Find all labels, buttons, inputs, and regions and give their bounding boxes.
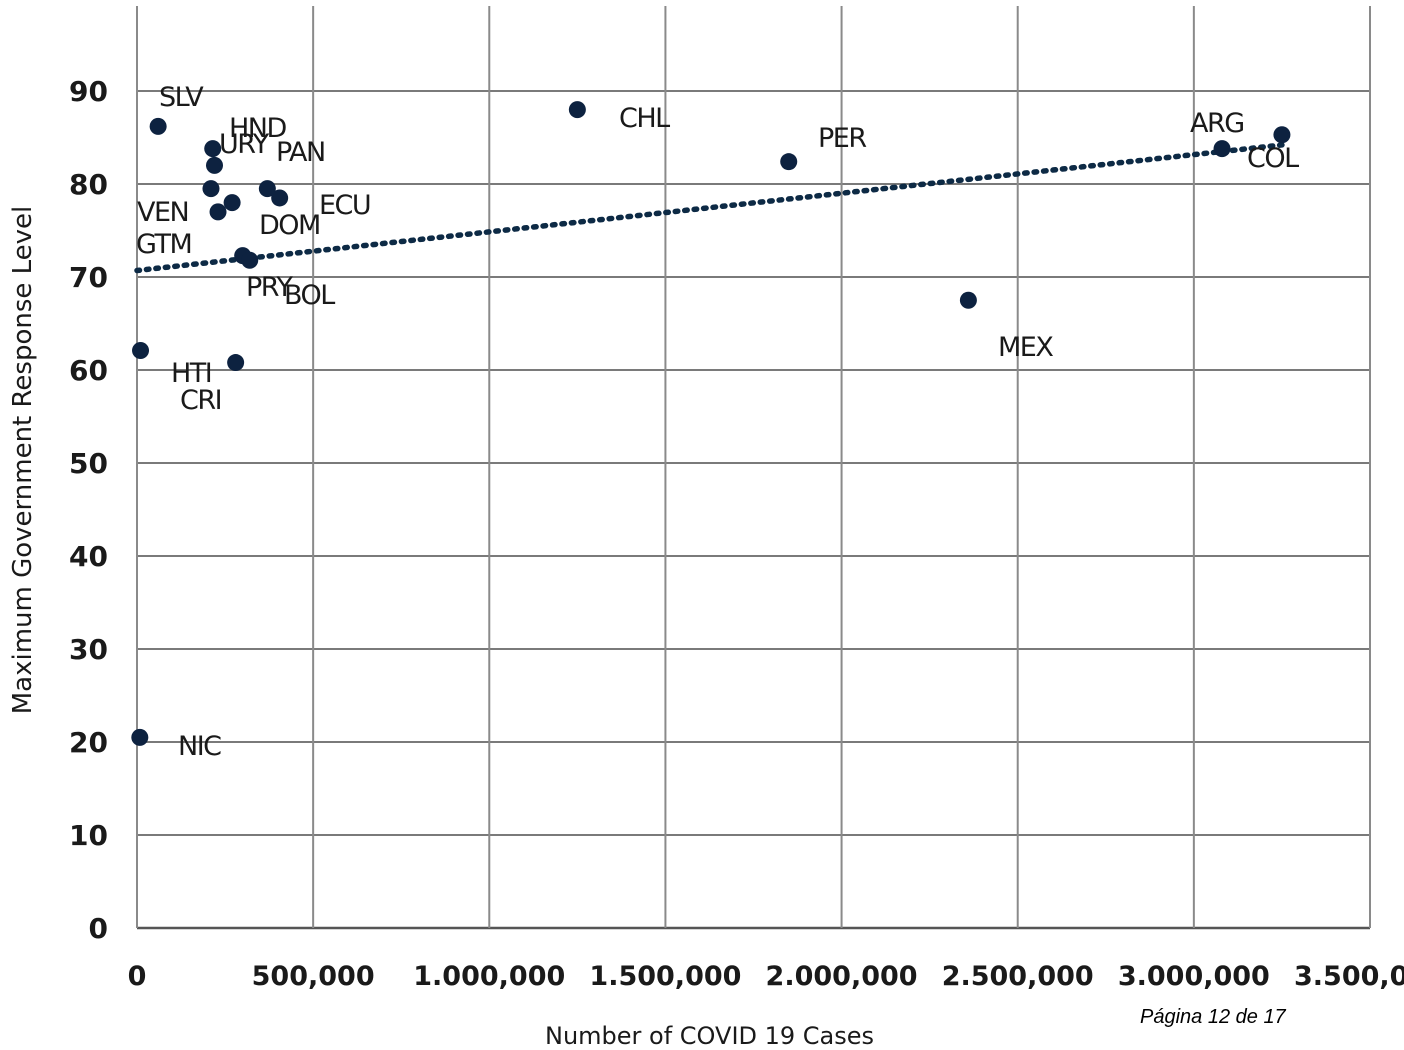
data-point-col (1273, 126, 1291, 144)
x-tick-label: 1.000,000 (413, 961, 565, 992)
point-label-hti: HTI (171, 358, 211, 389)
point-label-dom: DOM (259, 210, 320, 241)
x-tick-label: 2.500,000 (942, 961, 1094, 992)
point-label-arg: ARG (1190, 108, 1244, 139)
x-tick-label: 2.000,000 (766, 961, 918, 992)
point-label-ven: VEN (137, 197, 188, 228)
y-tick-label: 60 (69, 354, 108, 387)
data-points (131, 101, 1291, 746)
y-tick-label: 0 (89, 912, 108, 945)
point-label-ecu: ECU (319, 190, 370, 221)
y-tick-label: 10 (69, 819, 108, 852)
data-point-ecu (271, 189, 289, 207)
point-label-per: PER (818, 123, 866, 154)
data-point-gtm (209, 203, 227, 221)
x-tick-label: 3.000,000 (1118, 961, 1270, 992)
point-label-mex: MEX (998, 332, 1053, 363)
grid-lines (136, 6, 1371, 930)
trendline (134, 142, 1285, 274)
y-tick-label: 50 (69, 447, 108, 480)
data-point-chl (568, 101, 586, 119)
y-tick-label: 40 (69, 540, 108, 573)
data-point-ury (206, 156, 224, 174)
data-point-slv (149, 117, 167, 135)
x-tick-label: 0 (128, 961, 147, 992)
data-point-cri (227, 354, 245, 372)
data-point-pan (258, 180, 276, 198)
y-tick-label: 30 (69, 633, 108, 666)
data-point-hnd (204, 140, 222, 158)
x-tick-label: 1.500,000 (589, 961, 741, 992)
point-label-pry: PRY (246, 272, 293, 303)
data-point-hti (132, 341, 150, 359)
data-point-bol (241, 251, 259, 269)
point-label-bol: BOL (284, 280, 335, 311)
data-point-dom (223, 194, 241, 212)
x-axis-title: Number of COVID 19 Cases (545, 1022, 875, 1050)
x-tick-label: 500,000 (252, 961, 375, 992)
x-tick-label: 3.500,000 (1294, 961, 1404, 992)
page-number: Página 12 de 17 (1140, 1006, 1286, 1028)
data-point-per (780, 153, 798, 171)
data-point-nic (131, 728, 149, 746)
point-label-chl: CHL (619, 103, 670, 134)
data-point-mex (959, 291, 977, 309)
y-tick-label: 70 (69, 261, 108, 294)
point-label-cri: CRI (180, 385, 221, 416)
point-label-gtm: GTM (136, 229, 191, 260)
data-point-arg (1213, 140, 1231, 158)
y-tick-label: 20 (69, 726, 108, 759)
point-label-nic: NIC (178, 731, 221, 762)
point-label-ury: URY (219, 129, 270, 160)
y-tick-label: 90 (69, 75, 108, 108)
y-tick-label: 80 (69, 168, 108, 201)
y-axis-title: Maximum Government Response Level (8, 205, 38, 715)
point-label-pan: PAN (276, 137, 325, 168)
point-label-col: COL (1247, 143, 1299, 174)
point-label-hnd: HND (229, 113, 287, 144)
y-tick-labels: 0 10 20 30 40 50 60 70 80 90 (69, 75, 108, 945)
trendline-layer (134, 142, 1285, 274)
x-tick-labels: 0 500,000 1.000,000 1.500,000 2.000,000 2.500… (128, 961, 1404, 992)
point-label-slv: SLV (159, 82, 204, 113)
data-point-ven (202, 180, 220, 198)
